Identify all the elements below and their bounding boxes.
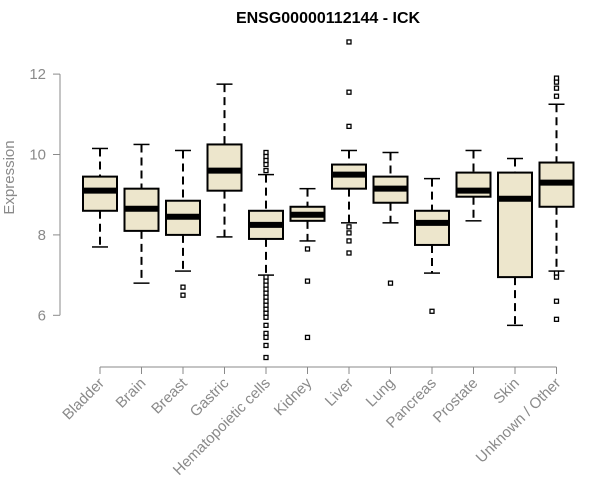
x-tick-label: Bladder <box>59 375 108 424</box>
x-tick-label: Brain <box>113 375 150 412</box>
outlier-point <box>180 284 186 290</box>
y-tick-label: 10 <box>29 147 46 164</box>
outlier-point <box>263 322 269 329</box>
box-iqr <box>82 175 118 212</box>
outlier-point <box>346 224 352 230</box>
x-tick-label: Breast <box>148 374 191 417</box>
outlier-point <box>263 334 269 341</box>
box-pancreas <box>414 177 450 314</box>
outlier-point <box>346 230 352 236</box>
outlier-point <box>180 292 186 298</box>
box-gastric <box>206 83 243 238</box>
outlier-point <box>263 161 269 168</box>
box-brain <box>123 143 160 284</box>
x-tick-label: Lung <box>363 375 399 411</box>
outlier-point <box>387 280 394 286</box>
x-tick-label: Skin <box>490 375 523 408</box>
box-unknown-other <box>538 75 575 322</box>
outlier-point <box>263 354 269 361</box>
box-group <box>82 39 575 361</box>
x-tick-label: Liver <box>322 375 357 410</box>
outlier-point <box>346 123 352 130</box>
outlier-point <box>553 93 560 99</box>
box-skin <box>497 157 533 327</box>
outlier-point <box>304 334 311 341</box>
x-tick-label: Kidney <box>271 374 316 419</box>
box-prostate <box>455 149 492 222</box>
box-lung <box>372 151 409 286</box>
x-tick-label: Prostate <box>430 375 482 427</box>
box-iqr <box>497 171 533 279</box>
y-tick-label: 8 <box>38 227 46 244</box>
outlier-point <box>263 167 269 174</box>
outlier-point <box>553 79 560 85</box>
outlier-point <box>263 342 269 349</box>
y-tick-label: 6 <box>38 307 46 324</box>
outlier-point <box>553 85 560 91</box>
y-axis: 6 8 10 12 <box>29 66 61 324</box>
outlier-point <box>553 274 560 280</box>
y-tick-label: 12 <box>29 66 46 83</box>
outlier-point <box>429 308 435 314</box>
outlier-point <box>553 316 560 322</box>
outlier-point <box>346 250 352 256</box>
box-iqr <box>206 143 243 192</box>
box-kidney <box>289 187 326 341</box>
outlier-point <box>346 238 352 244</box>
chart-title: ENSG00000112144 - ICK <box>236 10 421 27</box>
box-liver <box>331 39 367 256</box>
y-axis-label: Expression <box>1 140 18 214</box>
box-hematopoietic-cells <box>248 149 284 361</box>
outlier-point <box>346 89 352 95</box>
outlier-point <box>304 246 311 252</box>
outlier-point <box>346 39 352 45</box>
box-bladder <box>82 147 118 248</box>
outlier-point <box>304 278 311 284</box>
outlier-point <box>553 298 560 304</box>
box-breast <box>165 149 201 298</box>
outlier-point <box>263 314 269 320</box>
box-iqr <box>414 209 450 246</box>
